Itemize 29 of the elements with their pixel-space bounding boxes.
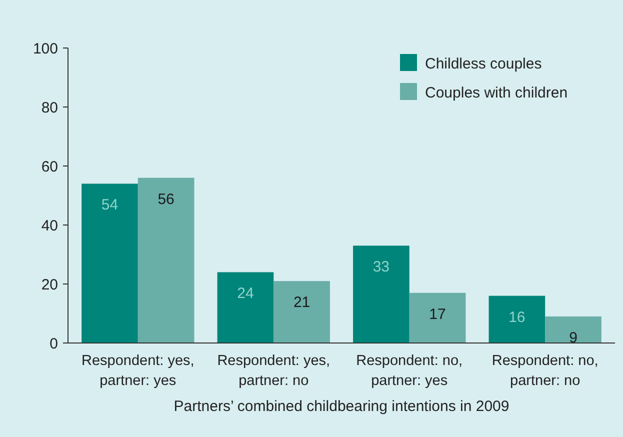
bar xyxy=(138,178,194,343)
bar xyxy=(488,296,546,343)
bar xyxy=(217,272,274,343)
legend-label: Childless couples xyxy=(425,55,542,72)
data-label: 16 xyxy=(508,308,526,326)
bar xyxy=(353,246,410,343)
x-tick-label: Respondent: no, partner: yes xyxy=(356,353,463,389)
x-tick-label: Respondent: no, partner: no xyxy=(492,353,598,389)
bar xyxy=(545,316,602,343)
data-label: 24 xyxy=(237,285,254,302)
bar xyxy=(82,184,138,343)
x-tick-label: Respondent: yes, partner: no xyxy=(217,353,330,389)
x-axis-title: Partners’ combined childbearing intentions in 2009 xyxy=(174,398,510,415)
y-tick-label: 60 xyxy=(41,158,58,176)
bar xyxy=(274,281,330,343)
x-tick-label: Respondent: yes, partner: yes xyxy=(81,353,194,389)
y-tick-label: 0 xyxy=(50,335,58,352)
legend-label: Couples with children xyxy=(425,84,568,102)
y-tick-label: 100 xyxy=(32,40,58,58)
data-label: 56 xyxy=(158,190,174,208)
y-tick-label: 80 xyxy=(41,99,58,116)
data-label: 21 xyxy=(293,294,310,312)
data-label: 33 xyxy=(372,258,390,276)
data-label: 17 xyxy=(429,306,446,323)
data-label: 9 xyxy=(569,329,578,346)
y-tick-label: 20 xyxy=(41,276,58,294)
data-label: 54 xyxy=(101,196,118,214)
y-tick-label: 40 xyxy=(41,217,58,234)
bar xyxy=(409,292,466,343)
